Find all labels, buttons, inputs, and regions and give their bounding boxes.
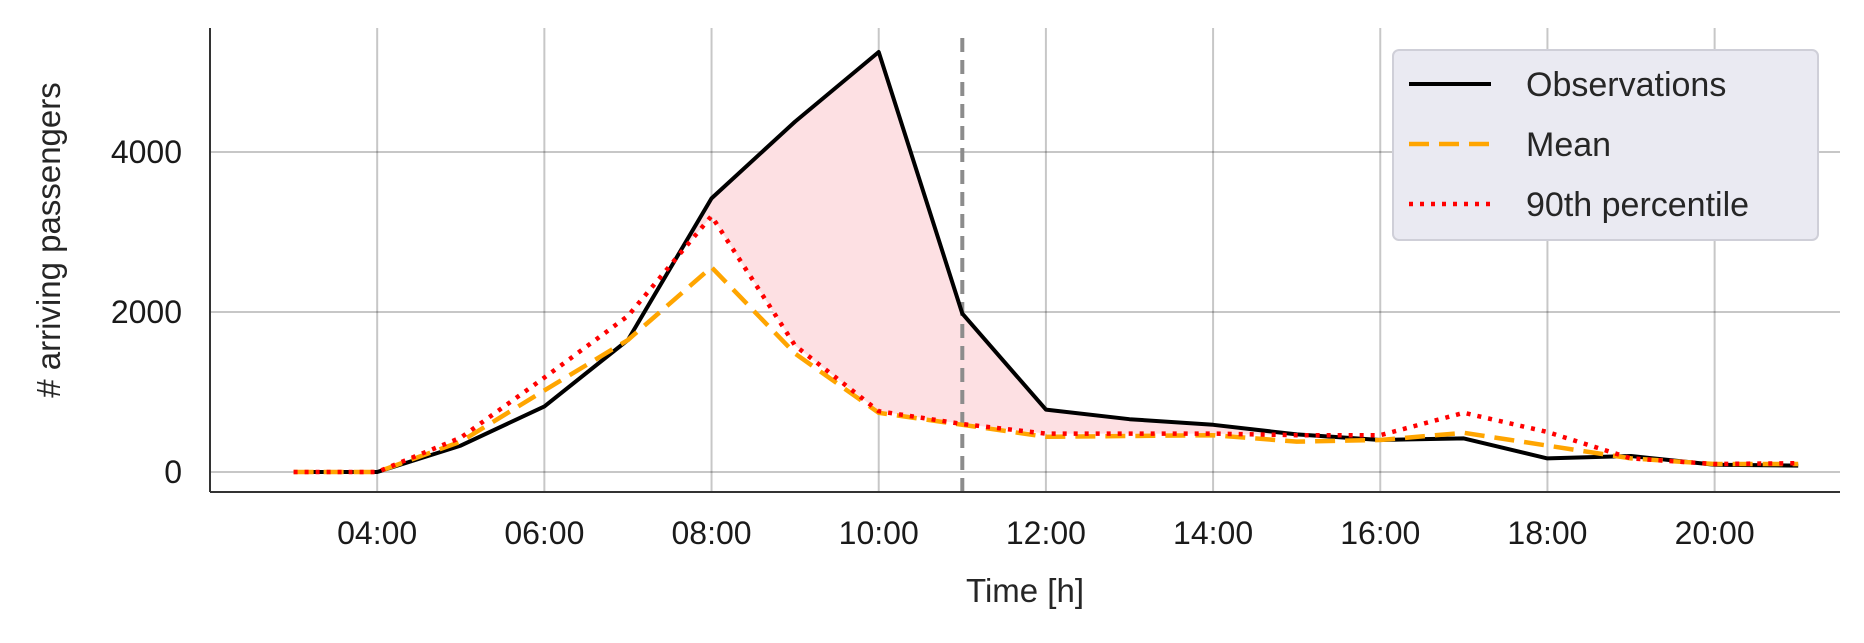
legend-label-0: Observations (1526, 66, 1726, 104)
legend: Observations Mean 90th percentile (1392, 49, 1819, 241)
x-axis-label: Time [h] (966, 572, 1084, 609)
y-tick-labels: 0 2000 4000 (111, 134, 182, 490)
legend-label-2: 90th percentile (1526, 186, 1749, 224)
x-tick-label-2: 08:00 (671, 515, 751, 551)
y-axis-label: # arriving passengers (30, 82, 67, 398)
series-line-mean (293, 264, 1799, 475)
x-tick-label-6: 16:00 (1340, 515, 1420, 551)
x-tick-label-7: 18:00 (1507, 515, 1587, 551)
series-line-observations (293, 50, 1799, 474)
series-lines (293, 50, 1799, 475)
fill-region-0 (676, 52, 1309, 436)
x-tick-label-3: 10:00 (839, 515, 919, 551)
y-tick-label-0: 0 (164, 454, 182, 490)
x-tick-label-8: 20:00 (1675, 515, 1755, 551)
legend-label-1: Mean (1526, 126, 1611, 164)
x-tick-label-4: 12:00 (1006, 515, 1086, 551)
x-tick-label-5: 14:00 (1173, 515, 1253, 551)
axes (209, 28, 1840, 493)
x-tick-label-1: 06:00 (504, 515, 584, 551)
x-tick-labels: 04:00 06:00 08:00 10:00 12:00 14:00 16:00 18:00… (337, 515, 1755, 551)
legend-box (1392, 49, 1819, 241)
y-tick-label-1: 2000 (111, 294, 182, 330)
series-line-90th-percentile (293, 213, 1799, 475)
y-tick-label-2: 4000 (111, 134, 182, 170)
x-tick-label-0: 04:00 (337, 515, 417, 551)
